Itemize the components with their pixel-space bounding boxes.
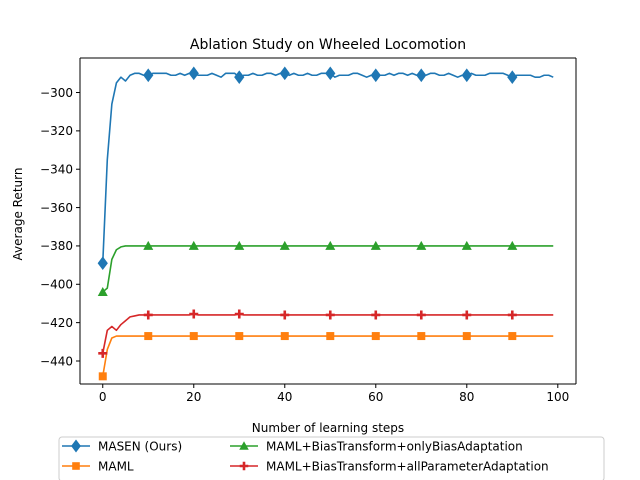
series-marker-1 — [235, 332, 244, 341]
series-marker-2 — [97, 286, 108, 296]
series-marker-0 — [188, 66, 199, 81]
series-marker-2 — [234, 240, 245, 250]
plot-area — [79, 57, 577, 385]
plot-background — [80, 58, 576, 384]
series-marker-2 — [416, 240, 427, 250]
chart-title: Ablation Study on Wheeled Locomotion — [190, 37, 466, 53]
legend: MASEN (Ours) MAML MAML+BiasTransform+onlyB… — [58, 436, 605, 480]
y-axis-label: Average Return — [11, 168, 25, 261]
series-marker-1 — [326, 332, 335, 341]
series-marker-1 — [417, 332, 426, 341]
series-marker-0 — [370, 68, 381, 83]
legend-marker — [239, 461, 249, 471]
series-marker-2 — [279, 240, 290, 250]
series-marker-3 — [507, 310, 517, 320]
legend-label: MAML — [98, 459, 134, 473]
series-marker-2 — [325, 240, 336, 250]
series-marker-3 — [325, 310, 335, 320]
series-marker-1 — [280, 332, 289, 341]
series-marker-1 — [462, 332, 471, 341]
series-marker-1 — [189, 332, 198, 341]
x-tick-label: 0 — [99, 390, 107, 404]
legend-label: MAML+BiasTransform+allParameterAdaptatio… — [266, 459, 549, 473]
series-marker-2 — [370, 240, 381, 250]
legend-marker — [72, 462, 80, 470]
x-tick-label: 60 — [368, 390, 383, 404]
y-tick-label: −360 — [40, 201, 73, 215]
legend-label: MAML+BiasTransform+onlyBiasAdaptation — [266, 439, 523, 453]
series-marker-0 — [234, 70, 245, 85]
series-marker-0 — [416, 68, 427, 83]
x-tick-label: 40 — [277, 390, 292, 404]
x-axis-ticks: 0 20 40 60 80 100 — [99, 384, 569, 404]
series-marker-1 — [508, 332, 517, 341]
series-marker-2 — [461, 240, 472, 250]
legend-marker — [239, 441, 249, 450]
y-tick-label: −380 — [40, 239, 73, 253]
y-tick-label: −300 — [40, 86, 73, 100]
series-marker-3 — [189, 309, 199, 319]
y-tick-label: −420 — [40, 316, 73, 330]
series-2 — [97, 240, 554, 296]
series-marker-2 — [188, 240, 199, 250]
x-tick-label: 80 — [459, 390, 474, 404]
legend-marker — [71, 439, 81, 453]
series-marker-0 — [143, 68, 154, 83]
legend-label: MASEN (Ours) — [98, 439, 182, 453]
series-marker-2 — [507, 240, 518, 250]
series-marker-0 — [325, 66, 336, 81]
series-marker-0 — [507, 70, 518, 85]
x-tick-label: 100 — [546, 390, 569, 404]
series-marker-1 — [98, 372, 107, 381]
legend-item-3: MAML+BiasTransform+allParameterAdaptatio… — [230, 459, 549, 473]
series-marker-3 — [416, 310, 426, 320]
series-marker-3 — [462, 310, 472, 320]
series-marker-3 — [98, 348, 108, 358]
series-marker-0 — [279, 66, 290, 81]
series-3 — [98, 309, 554, 358]
legend-frame — [58, 436, 605, 480]
series-marker-3 — [234, 309, 244, 319]
series-marker-0 — [461, 68, 472, 83]
series-marker-1 — [371, 332, 380, 341]
y-axis-ticks: −440 −420 −400 −380 −360 −340 −320 −300 — [40, 86, 80, 368]
x-axis-label: Number of learning steps — [252, 421, 404, 435]
series-marker-0 — [97, 256, 108, 271]
series-marker-3 — [143, 310, 153, 320]
series-marker-1 — [144, 332, 153, 341]
legend-item-2: MAML+BiasTransform+onlyBiasAdaptation — [230, 439, 523, 453]
y-tick-label: −340 — [40, 163, 73, 177]
y-tick-label: −400 — [40, 278, 73, 292]
y-tick-label: −440 — [40, 354, 73, 368]
legend-item-1: MAML — [62, 459, 134, 473]
series-marker-2 — [143, 240, 154, 250]
legend-item-0: MASEN (Ours) — [62, 439, 182, 453]
y-tick-label: −320 — [40, 124, 73, 138]
series-1 — [98, 332, 554, 381]
series-marker-3 — [280, 310, 290, 320]
x-tick-label: 20 — [186, 390, 201, 404]
series-0 — [97, 66, 554, 271]
series-marker-3 — [371, 310, 381, 320]
